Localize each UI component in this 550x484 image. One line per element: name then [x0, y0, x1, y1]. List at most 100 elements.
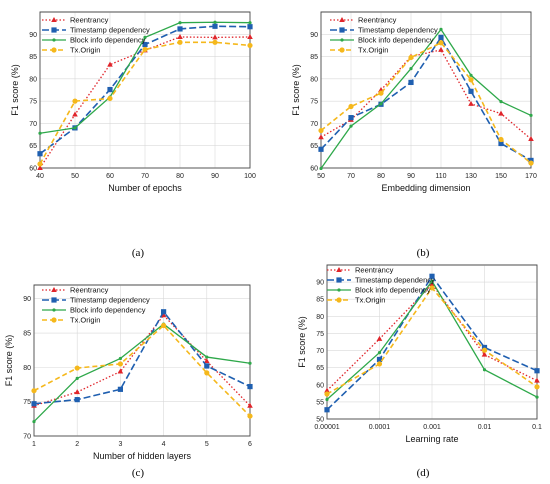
legend-marker: [339, 17, 345, 22]
y-tick-label: 75: [316, 331, 324, 338]
legend-marker: [339, 47, 345, 53]
data-point: [379, 102, 383, 106]
series-line: [320, 28, 532, 169]
data-point: [117, 386, 123, 392]
x-tick-label: 0.0001: [369, 424, 391, 431]
data-point: [204, 370, 210, 376]
data-point: [177, 26, 183, 32]
series-line: [320, 49, 532, 140]
legend-label: Reentrancy: [70, 16, 109, 25]
data-point: [469, 73, 473, 77]
chart-panel-2: 60 65 70 75 80 85 90 50 70 80 90 110 130 150 170 Embedd…: [291, 11, 537, 259]
data-point: [205, 355, 209, 359]
data-point: [534, 368, 540, 374]
data-point: [439, 27, 443, 31]
panel-caption: (a): [132, 247, 145, 259]
data-point: [325, 397, 329, 402]
legend-marker: [51, 17, 57, 22]
data-point: [247, 413, 253, 419]
data-point: [74, 397, 80, 403]
data-point: [319, 166, 323, 171]
legend-label: Reentrancy: [355, 266, 394, 275]
data-point: [408, 54, 414, 61]
y-axis-label: F1 score (%): [10, 64, 20, 116]
x-tick-label: 60: [106, 173, 114, 180]
legend-marker: [51, 287, 57, 292]
series-line: [320, 41, 532, 164]
legend-marker: [340, 38, 344, 42]
y-tick-label: 90: [316, 280, 324, 287]
legend-marker: [52, 308, 56, 312]
data-point: [248, 361, 252, 365]
y-tick-label: 90: [29, 32, 37, 39]
series-tx-origin: [37, 39, 253, 167]
y-tick-label: 60: [316, 382, 324, 389]
data-point: [212, 23, 218, 29]
data-point: [534, 384, 540, 390]
chart-panel-4: 50 55 60 65 70 75 80 85 90 0.00001 0.0001 0.001 0.01…: [297, 264, 542, 479]
x-axis-label: Learning rate: [405, 434, 458, 444]
y-tick-label: 80: [316, 314, 324, 321]
data-point: [204, 358, 210, 364]
legend-marker: [52, 38, 56, 42]
legend-label: Reentrancy: [358, 16, 397, 25]
data-point: [318, 134, 324, 140]
data-point: [468, 77, 474, 83]
data-point: [409, 67, 413, 71]
data-point: [324, 387, 330, 393]
data-point: [142, 41, 148, 48]
data-point: [118, 356, 122, 361]
legend-marker: [339, 27, 345, 33]
x-tick-label: 3: [118, 441, 122, 448]
x-tick-label: 40: [36, 173, 44, 180]
y-tick-label: 90: [23, 296, 31, 303]
data-point: [429, 285, 435, 291]
legend-label: Tx.Origin: [355, 296, 385, 305]
legend-label: Timestamp dependency: [70, 296, 150, 305]
x-tick-label: 0.1: [532, 424, 542, 431]
chart-panel-1: 60 65 70 75 80 85 90 40 50 60 70 80 90 100 Number of e…: [10, 11, 256, 259]
panel-caption: (d): [417, 467, 430, 479]
data-point: [107, 95, 113, 102]
y-tick-label: 85: [310, 54, 318, 61]
data-point: [72, 111, 78, 117]
data-point: [324, 407, 330, 413]
legend-marker: [336, 297, 342, 303]
data-point: [468, 88, 474, 94]
x-tick-label: 6: [248, 441, 252, 448]
data-point: [247, 383, 253, 390]
data-point: [212, 39, 218, 45]
data-point: [481, 347, 488, 353]
legend-label: Block info dependency: [358, 36, 434, 45]
series-tx-origin: [324, 285, 540, 397]
x-tick-label: 1: [32, 441, 36, 448]
data-point: [73, 126, 77, 130]
data-point: [318, 127, 324, 134]
y-tick-label: 80: [310, 76, 318, 83]
data-point: [38, 131, 42, 135]
x-tick-label: 70: [347, 173, 355, 180]
y-tick-label: 70: [23, 434, 31, 441]
data-point: [429, 273, 435, 279]
y-tick-label: 75: [23, 399, 31, 406]
data-point: [438, 40, 444, 46]
y-tick-label: 70: [29, 121, 37, 128]
data-point: [117, 361, 123, 367]
series-block-info-dependency: [325, 279, 539, 402]
x-tick-label: 130: [465, 173, 477, 180]
data-point: [247, 42, 253, 49]
data-point: [481, 351, 488, 357]
legend-marker: [51, 297, 57, 303]
legend-marker: [51, 47, 57, 53]
data-point: [349, 124, 353, 128]
data-point: [482, 368, 487, 372]
legend-label: Block info dependency: [70, 36, 146, 45]
data-point: [438, 34, 444, 41]
data-point: [72, 98, 78, 104]
data-point: [142, 46, 148, 53]
x-tick-label: 2: [75, 441, 79, 448]
data-point: [534, 377, 540, 383]
x-tick-label: 150: [495, 173, 507, 180]
data-point: [528, 136, 534, 142]
